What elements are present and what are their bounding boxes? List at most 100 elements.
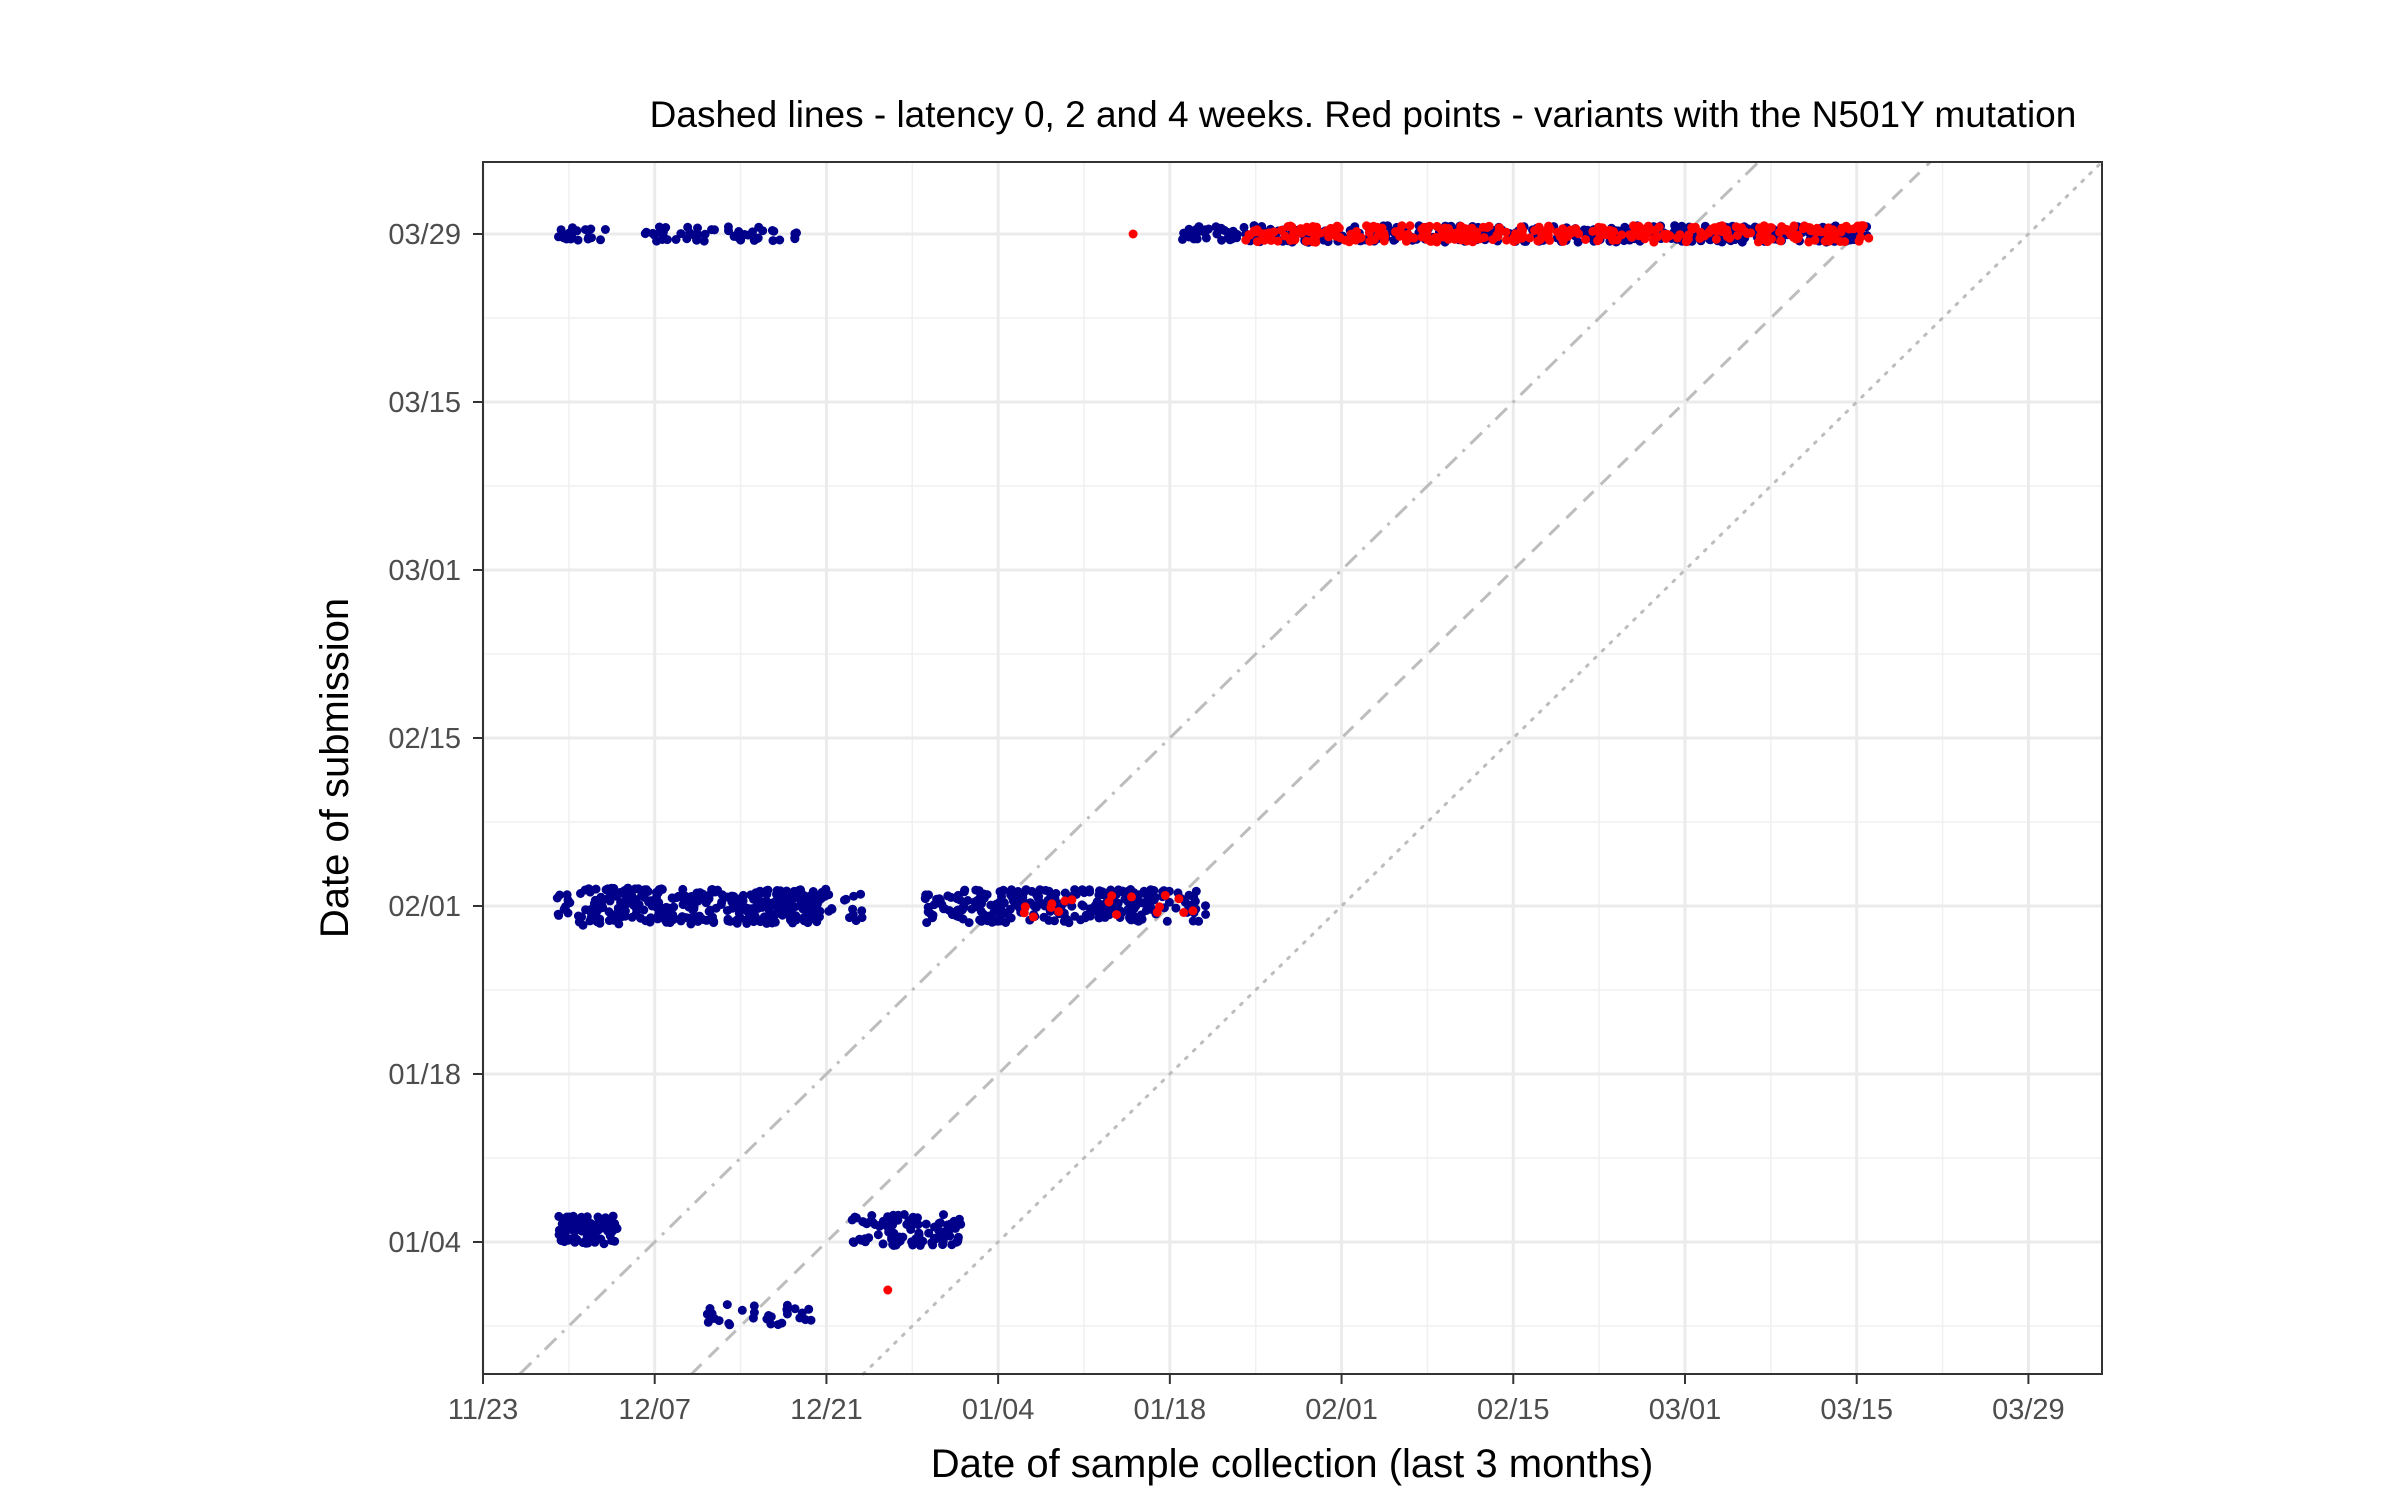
data-point (1232, 231, 1241, 241)
data-point (1112, 910, 1121, 920)
data-point (1352, 227, 1361, 236)
data-point (554, 232, 563, 242)
data-point (1001, 918, 1011, 927)
data-point (775, 235, 785, 245)
data-point (753, 903, 763, 913)
data-point (680, 897, 690, 907)
latency-line-4-weeks (518, 160, 1760, 1376)
data-point (1856, 232, 1865, 242)
data-point (1763, 227, 1772, 236)
data-point (1054, 907, 1064, 917)
data-point (924, 903, 933, 913)
data-point (1649, 237, 1659, 247)
data-point (889, 1241, 899, 1250)
data-point (1495, 223, 1505, 233)
data-point (1776, 236, 1786, 246)
data-point (645, 917, 655, 927)
data-point (1141, 906, 1151, 915)
x-tick-label: 11/23 (448, 1394, 518, 1426)
data-point (553, 909, 563, 919)
data-point (1791, 234, 1801, 244)
data-point (849, 891, 859, 901)
data-point (964, 918, 974, 928)
data-point (928, 1240, 938, 1250)
data-point (1396, 231, 1406, 241)
data-point (873, 1230, 883, 1240)
data-point (632, 906, 642, 916)
data-point (972, 895, 982, 905)
data-point (1696, 227, 1706, 237)
data-point (782, 1309, 792, 1319)
data-point (581, 905, 591, 915)
data-point (768, 236, 778, 246)
data-point (958, 904, 968, 913)
data-point (959, 887, 969, 897)
data-point (1450, 234, 1460, 244)
data-point (949, 1216, 959, 1226)
data-point (1249, 226, 1259, 236)
data-point (596, 235, 605, 245)
data-point (734, 908, 744, 918)
data-point (601, 885, 611, 895)
data-point (1628, 221, 1638, 231)
data-point (565, 1212, 575, 1222)
data-point (864, 1233, 874, 1243)
data-point (1137, 914, 1147, 924)
data-point (841, 894, 851, 904)
data-point (914, 1237, 924, 1247)
data-point (1372, 222, 1382, 232)
data-point (749, 1301, 759, 1311)
data-point (1310, 227, 1320, 237)
data-point (789, 911, 799, 921)
data-point (676, 916, 686, 926)
data-point (648, 229, 658, 239)
data-point (1174, 894, 1184, 904)
data-point (609, 915, 619, 925)
data-point (1188, 916, 1198, 926)
data-point (654, 888, 663, 897)
data-point (658, 230, 668, 240)
data-point (1041, 885, 1051, 895)
data-point (906, 1225, 916, 1234)
data-point (1241, 235, 1251, 245)
data-point (627, 898, 637, 908)
data-point (1252, 237, 1262, 247)
data-point (952, 894, 962, 904)
data-point (800, 891, 810, 901)
data-point (561, 902, 571, 912)
data-point (1823, 235, 1833, 245)
data-point (904, 1216, 914, 1226)
data-point (740, 230, 749, 239)
data-point (705, 905, 715, 915)
data-point (595, 918, 605, 928)
x-tick-label: 03/01 (1649, 1394, 1722, 1426)
data-point (716, 900, 726, 909)
data-point (764, 1311, 774, 1320)
data-point (700, 229, 710, 239)
data-point (709, 916, 719, 926)
data-point (1530, 226, 1540, 235)
data-point (1077, 900, 1087, 910)
data-point (1784, 227, 1794, 237)
data-point (592, 1219, 602, 1229)
data-point (1039, 912, 1049, 922)
data-point (1492, 230, 1502, 240)
y-tick-label: 02/01 (388, 891, 461, 923)
data-point (1720, 226, 1730, 236)
series-1-points (883, 221, 1874, 1295)
data-point (1021, 885, 1031, 895)
data-point (775, 886, 785, 896)
data-point (620, 901, 630, 911)
data-point (1808, 226, 1818, 236)
data-point (1162, 916, 1172, 926)
x-tick-label: 12/07 (618, 1394, 691, 1426)
data-point (883, 1285, 893, 1295)
data-point (617, 912, 627, 922)
data-point (683, 222, 693, 232)
data-point (1629, 228, 1639, 238)
data-point (953, 1236, 963, 1246)
data-point (1131, 901, 1141, 911)
data-point (1456, 235, 1466, 245)
data-point (552, 893, 562, 903)
